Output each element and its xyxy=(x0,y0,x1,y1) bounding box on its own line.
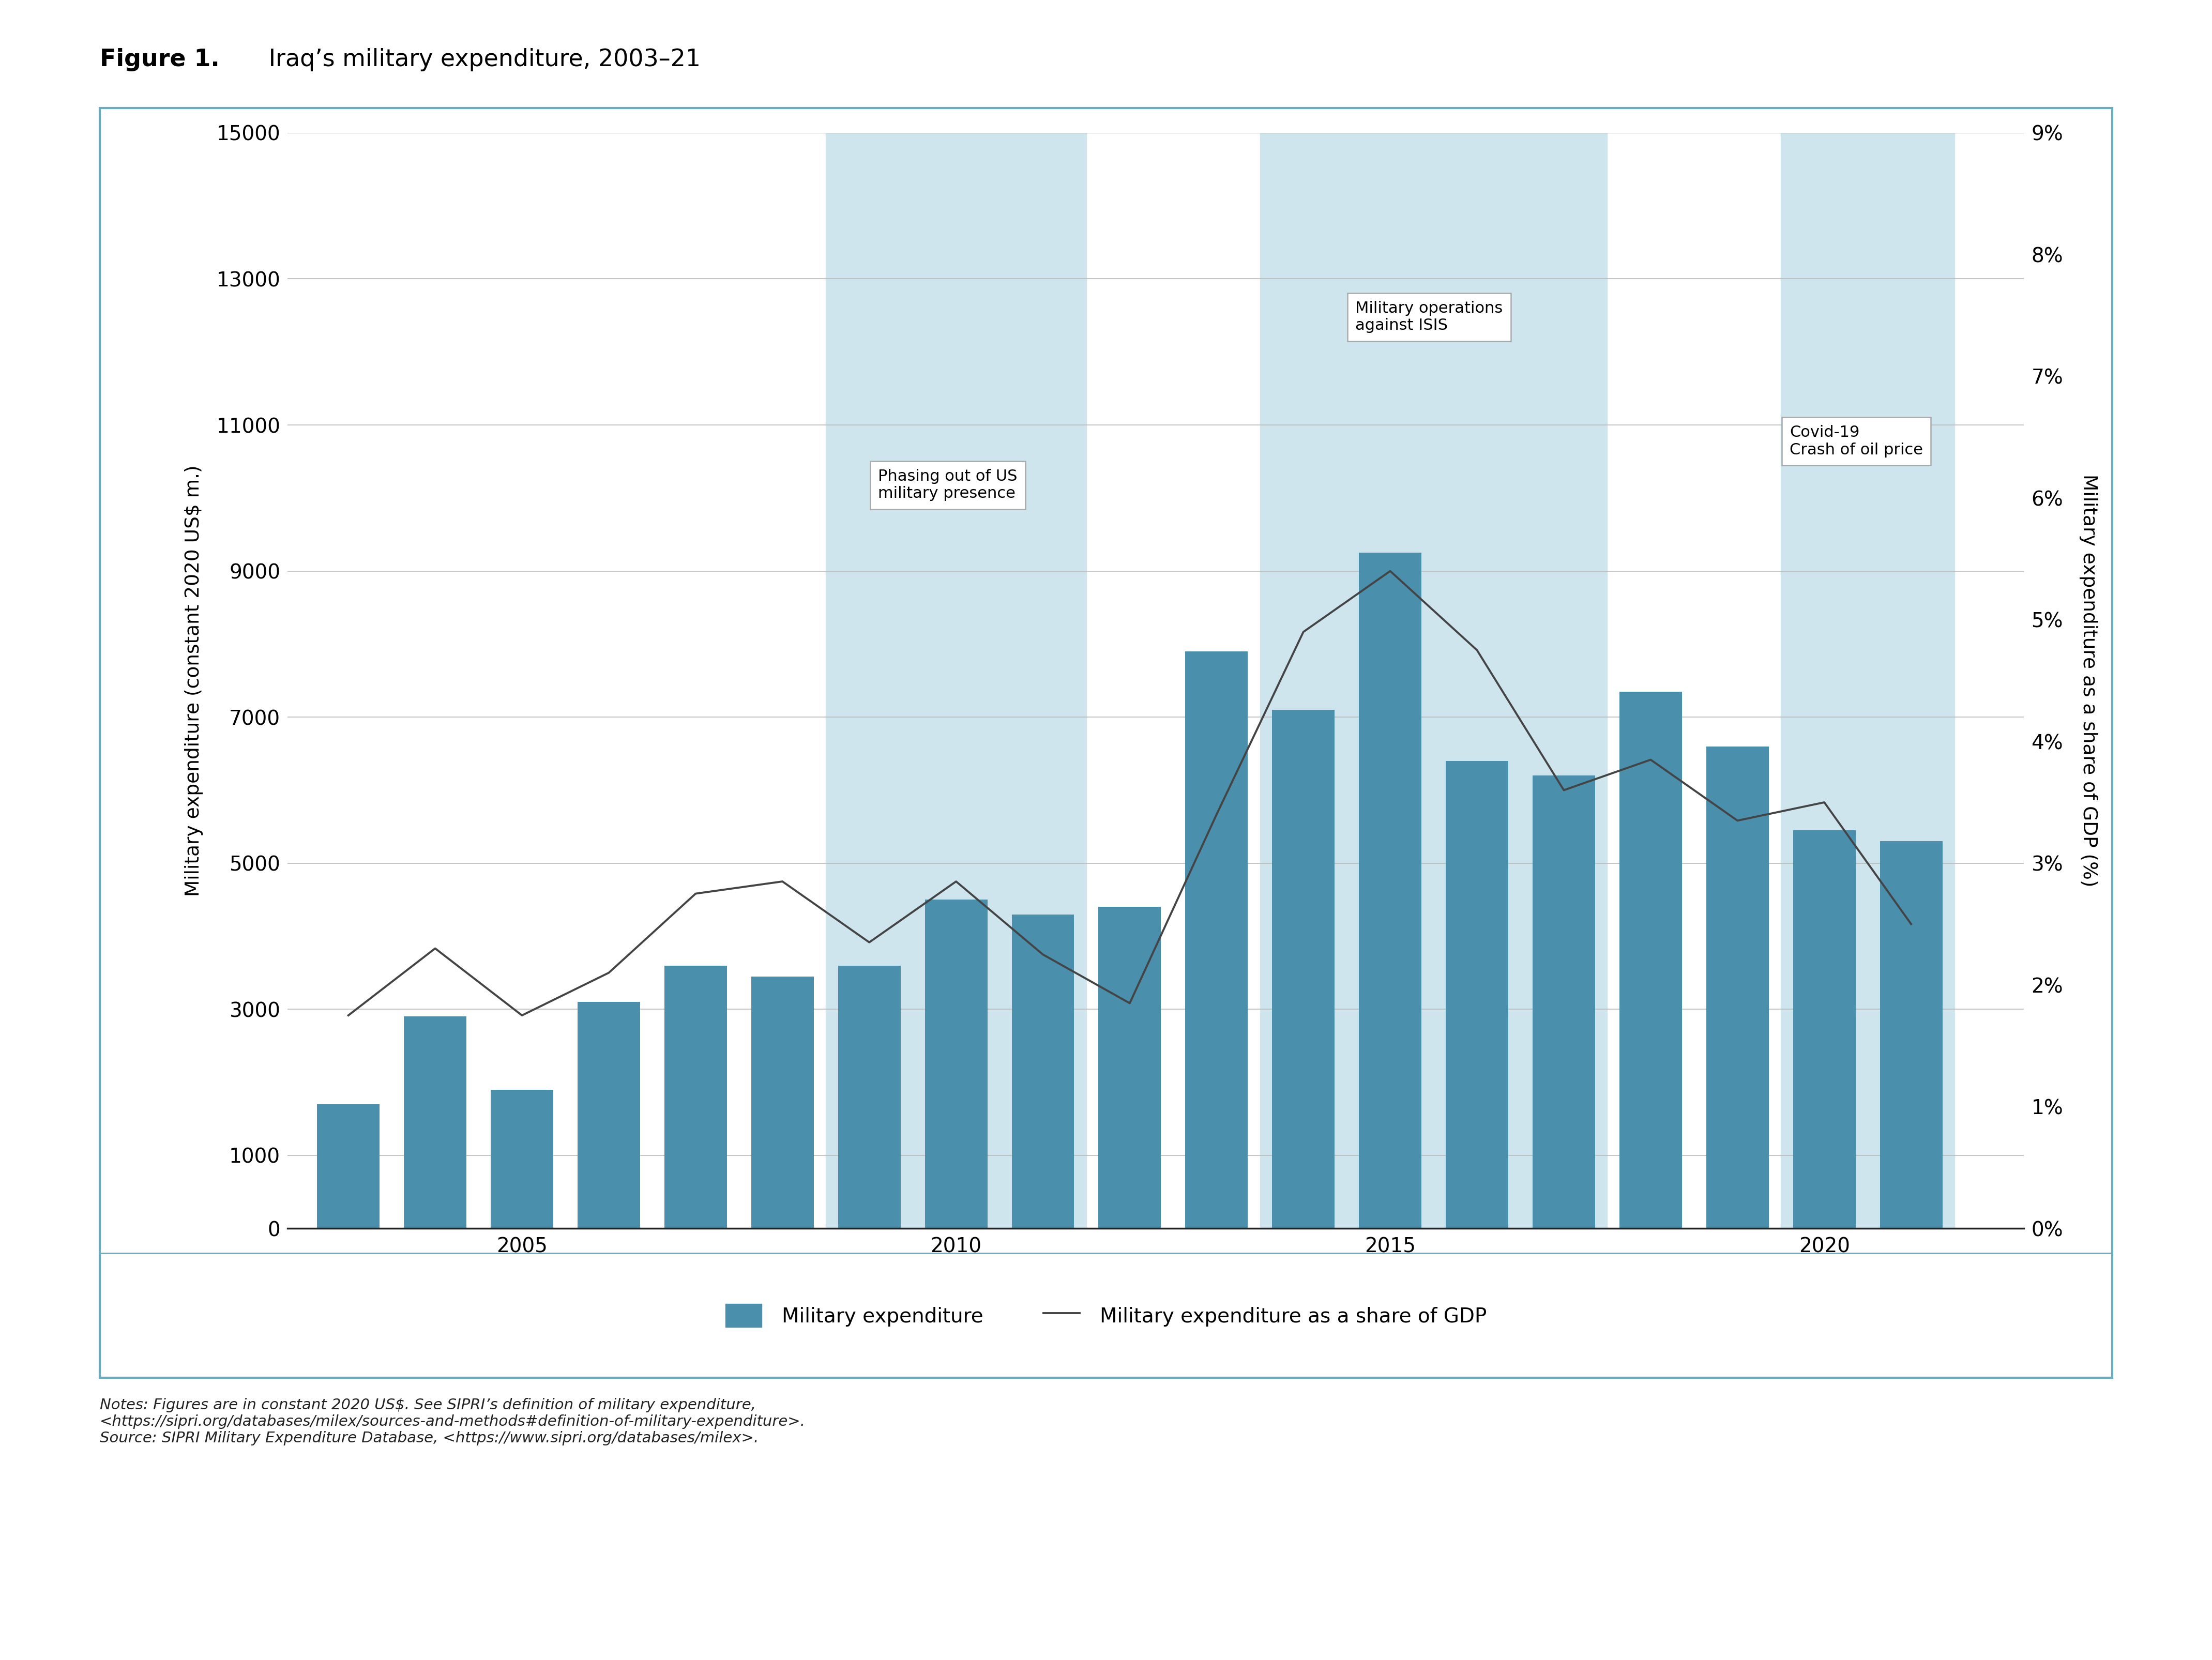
Text: Figure 1.: Figure 1. xyxy=(100,48,219,71)
Bar xyxy=(664,966,728,1228)
Bar xyxy=(1619,692,1681,1228)
Legend: Military expenditure, Military expenditure as a share of GDP: Military expenditure, Military expenditu… xyxy=(717,1296,1495,1335)
Bar xyxy=(405,1016,467,1228)
Text: Military operations
against ISIS: Military operations against ISIS xyxy=(1356,300,1502,334)
Bar xyxy=(1186,651,1248,1228)
Bar xyxy=(1533,775,1595,1228)
Bar xyxy=(1011,915,1075,1228)
Bar xyxy=(1781,133,1955,1228)
Bar xyxy=(1261,133,1608,1228)
Text: Notes: Figures are in constant 2020 US$. See SIPRI’s definition of military expe: Notes: Figures are in constant 2020 US$.… xyxy=(100,1398,805,1446)
Bar xyxy=(1099,906,1161,1228)
Bar xyxy=(1447,760,1509,1228)
Bar xyxy=(1358,553,1422,1228)
Bar xyxy=(1272,710,1334,1228)
Y-axis label: Military expenditure as a share of GDP (%): Military expenditure as a share of GDP (… xyxy=(2079,475,2097,886)
Bar xyxy=(1705,747,1770,1228)
Bar xyxy=(1880,842,1942,1228)
Text: Iraq’s military expenditure, 2003–21: Iraq’s military expenditure, 2003–21 xyxy=(261,48,701,71)
Bar xyxy=(577,1003,639,1228)
Bar xyxy=(491,1089,553,1228)
Y-axis label: Military expenditure (constant 2020 US$ m.): Military expenditure (constant 2020 US$ … xyxy=(186,465,204,896)
Text: Phasing out of US
military presence: Phasing out of US military presence xyxy=(878,468,1018,501)
Bar xyxy=(752,976,814,1228)
Bar xyxy=(825,133,1086,1228)
Bar xyxy=(316,1104,380,1228)
Text: Covid-19
Crash of oil price: Covid-19 Crash of oil price xyxy=(1790,425,1922,456)
Bar xyxy=(925,900,987,1228)
Bar xyxy=(1794,830,1856,1228)
Bar xyxy=(838,966,900,1228)
